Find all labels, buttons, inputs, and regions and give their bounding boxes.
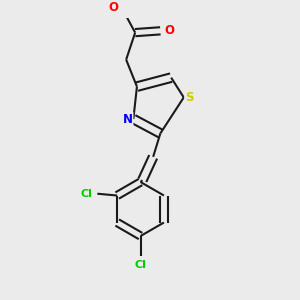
Text: Cl: Cl <box>81 189 92 199</box>
Text: O: O <box>164 24 174 37</box>
Text: O: O <box>109 1 118 14</box>
Text: N: N <box>122 112 133 125</box>
Text: S: S <box>185 91 194 104</box>
Text: Cl: Cl <box>135 260 146 270</box>
